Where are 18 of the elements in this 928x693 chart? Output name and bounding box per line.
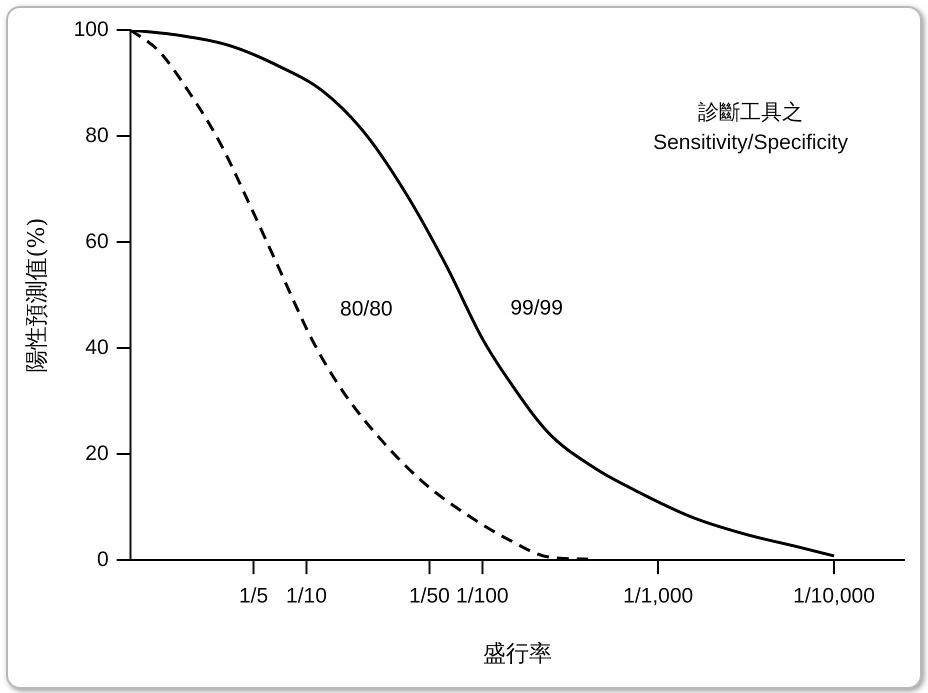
x-tick-label: 1/10: [286, 584, 327, 608]
x-axis-title: 盛行率: [482, 641, 552, 668]
annotation: 診斷工具之: [697, 100, 804, 126]
x-tick-label: 1/100: [456, 584, 509, 608]
y-tick-label: 0: [96, 548, 109, 571]
y-tick-label: 40: [85, 336, 109, 359]
y-tick-label: 20: [85, 442, 109, 465]
x-tick-label: 1/10,000: [793, 584, 875, 608]
y-tick-label: 80: [85, 124, 109, 147]
x-tick-label: 1/50: [408, 584, 450, 608]
x-tick-label: 1/1,000: [623, 584, 694, 608]
series-label: 80/80: [340, 297, 393, 320]
annotation: Sensitivity/Specificity: [653, 130, 848, 156]
series-label: 99/99: [510, 296, 563, 320]
y-axis-title: 陽性預測值(%): [24, 218, 50, 373]
y-tick-label: 100: [74, 18, 109, 41]
x-tick-label: 1/5: [238, 584, 268, 608]
y-tick-label: 60: [85, 230, 109, 253]
